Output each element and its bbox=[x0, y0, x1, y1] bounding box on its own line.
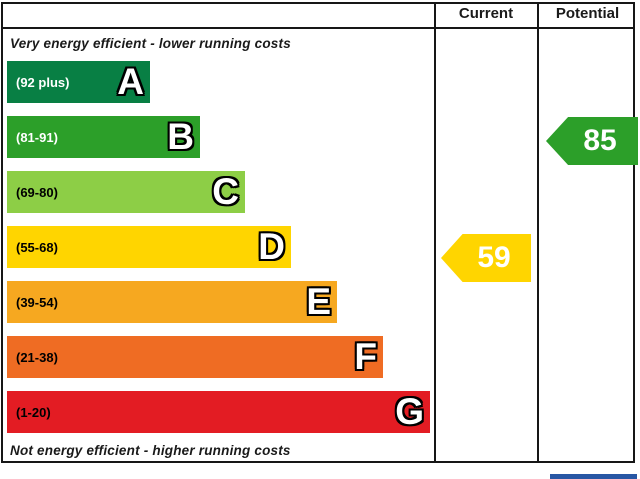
eu-directive-box-partial bbox=[550, 474, 637, 479]
band-a-range: (92 plus) bbox=[16, 74, 70, 90]
band-b: (81-91) B bbox=[7, 116, 200, 158]
band-f-letter: F bbox=[354, 336, 377, 377]
band-a: (92 plus) A bbox=[7, 61, 150, 103]
current-rating-arrow: 59 bbox=[441, 234, 531, 282]
band-a-letter: A bbox=[117, 61, 144, 102]
band-c: (69-80) C bbox=[7, 171, 245, 213]
column-divider-potential bbox=[537, 2, 539, 463]
band-e-range: (39-54) bbox=[16, 294, 58, 310]
top-caption: Very energy efficient - lower running co… bbox=[10, 36, 291, 51]
current-column-header: Current bbox=[458, 5, 514, 22]
column-divider-current bbox=[434, 2, 436, 463]
potential-rating-arrow: 85 bbox=[546, 117, 638, 165]
band-e: (39-54) E bbox=[7, 281, 337, 323]
band-c-range: (69-80) bbox=[16, 184, 58, 200]
band-e-letter: E bbox=[306, 281, 331, 322]
band-f-range: (21-38) bbox=[16, 349, 58, 365]
header-divider bbox=[1, 27, 635, 29]
band-b-letter: B bbox=[167, 116, 194, 157]
band-g: (1-20) G bbox=[7, 391, 430, 433]
band-f: (21-38) F bbox=[7, 336, 383, 378]
band-b-range: (81-91) bbox=[16, 129, 58, 145]
current-rating-value: 59 bbox=[477, 241, 511, 274]
bottom-caption: Not energy efficient - higher running co… bbox=[10, 443, 291, 458]
band-d-letter: D bbox=[258, 226, 285, 267]
band-d: (55-68) D bbox=[7, 226, 291, 268]
band-d-range: (55-68) bbox=[16, 239, 58, 255]
band-g-range: (1-20) bbox=[16, 404, 51, 420]
band-g-letter: G bbox=[395, 391, 424, 432]
band-c-letter: C bbox=[212, 171, 239, 212]
table-border bbox=[1, 2, 635, 463]
potential-rating-value: 85 bbox=[583, 124, 617, 157]
potential-column-header: Potential bbox=[555, 5, 620, 22]
